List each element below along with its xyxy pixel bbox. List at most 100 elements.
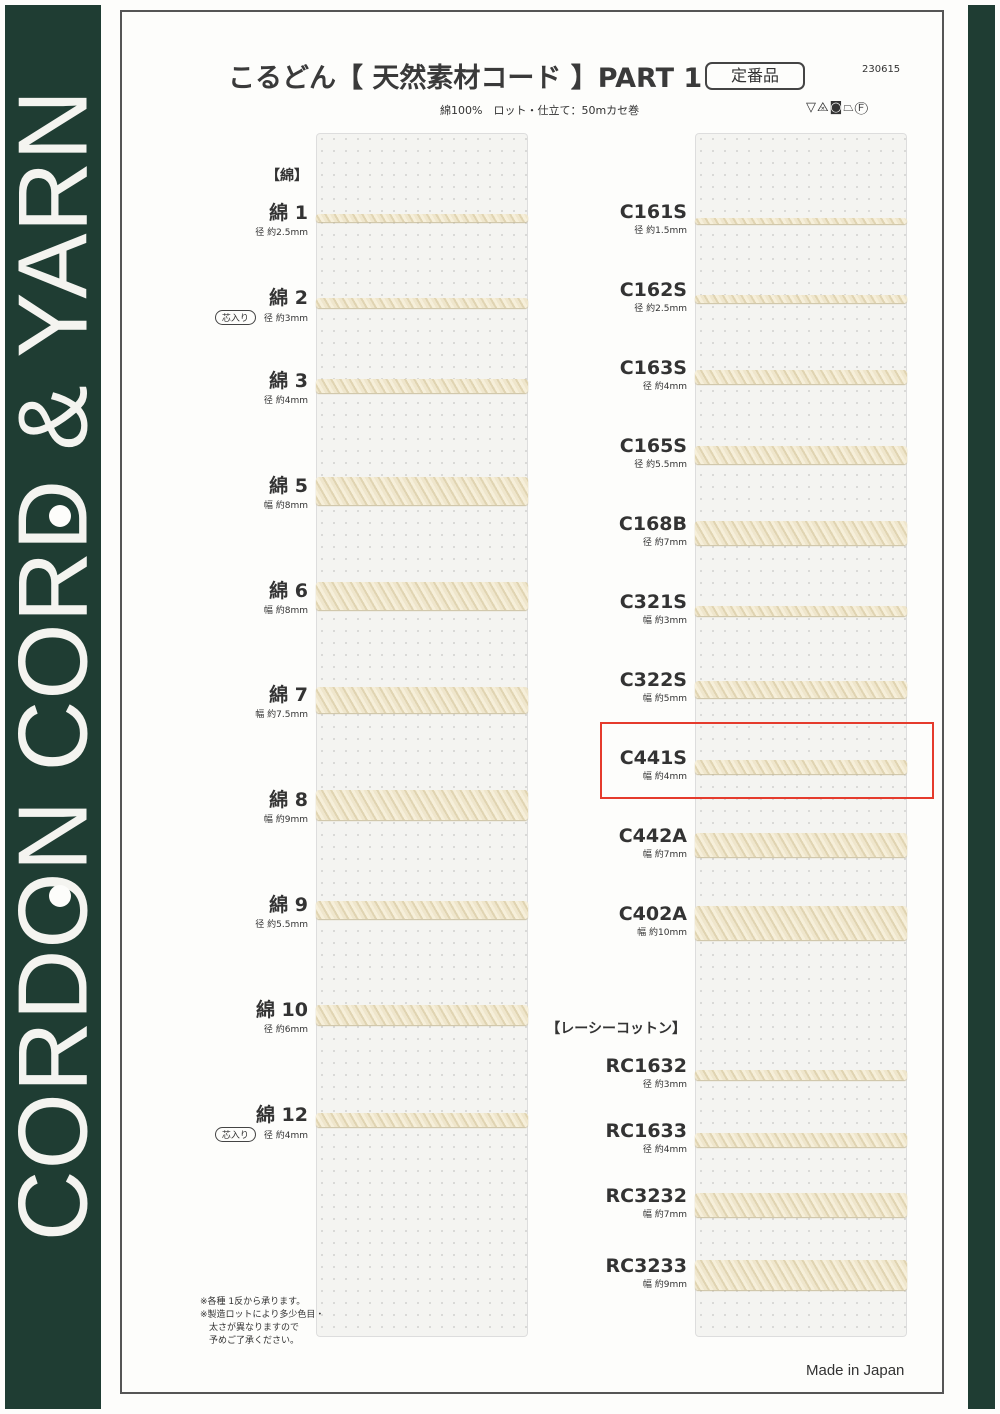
product-name: 綿 7 <box>269 684 308 706</box>
standard-badge: 定番品 <box>705 62 805 90</box>
cord-sample <box>695 521 907 545</box>
product-label: 綿 12 芯入り径 約4mm <box>158 1100 308 1142</box>
product-spec: 幅 約10mm <box>537 925 687 938</box>
catalog-code: 230615 <box>862 64 901 75</box>
product-label: RC3232 幅 約7mm <box>537 1185 687 1220</box>
product-spec: 幅 約8mm <box>158 498 308 511</box>
product-name: 綿 9 <box>269 894 308 916</box>
product-name: C442A <box>618 825 687 847</box>
spec-text: 径 約4mm <box>263 396 308 406</box>
section-heading-lacy-cotton: 【レーシーコットン】 <box>546 1021 686 1037</box>
cord-sample <box>695 1193 907 1217</box>
spec-text: 幅 約4mm <box>642 772 687 782</box>
spec-text: 幅 約9mm <box>263 815 308 825</box>
product-label: C168B 径 約7mm <box>537 513 687 548</box>
product-name: C168B <box>618 513 687 535</box>
product-spec: 径 約2.5mm <box>537 301 687 314</box>
product-label: C163S 径 約4mm <box>537 357 687 392</box>
product-spec: 径 約2.5mm <box>158 225 308 238</box>
spec-text: 幅 約7mm <box>642 850 687 860</box>
product-name: 綿 10 <box>255 999 308 1021</box>
spec-text: 幅 約7mm <box>642 1210 687 1220</box>
product-label: C321S 幅 約3mm <box>537 591 687 626</box>
spec-text: 幅 約7.5mm <box>255 710 308 720</box>
product-label: C165S 径 約5.5mm <box>537 435 687 470</box>
spec-text: 径 約3mm <box>642 1080 687 1090</box>
cord-sample <box>695 294 907 304</box>
cord-sample <box>695 1133 907 1147</box>
product-name: C165S <box>619 435 687 457</box>
product-name: 綿 8 <box>269 789 308 811</box>
spec-text: 径 約5.5mm <box>634 460 687 470</box>
spec-text: 径 約7mm <box>642 538 687 548</box>
spec-text: 径 約1.5mm <box>634 226 687 236</box>
note-line: ※各種 1反から承ります。 <box>200 1297 306 1307</box>
product-label: 綿 10 径 約6mm <box>158 995 308 1035</box>
cord-sample <box>316 297 528 309</box>
made-in-label: Made in Japan <box>806 1362 905 1379</box>
cord-sample <box>316 379 528 393</box>
spec-text: 径 約4mm <box>263 1131 308 1141</box>
spec-text: 径 約5.5mm <box>255 920 308 930</box>
cord-sample <box>695 605 907 617</box>
spec-text: 幅 約3mm <box>642 616 687 626</box>
product-label: RC1632 径 約3mm <box>537 1055 687 1090</box>
side-band-text: CORDON CORD & YARN <box>0 88 108 1242</box>
product-spec: 幅 約9mm <box>158 812 308 825</box>
product-spec: 径 約6mm <box>158 1022 308 1035</box>
core-badge: 芯入り <box>214 1127 256 1142</box>
product-label: RC1633 径 約4mm <box>537 1120 687 1155</box>
left-sample-panel <box>316 133 528 1337</box>
cord-sample <box>316 1004 528 1026</box>
cord-sample <box>316 687 528 713</box>
highlight-box <box>600 722 934 799</box>
cord-sample <box>695 370 907 384</box>
product-label: 綿 5 幅 約8mm <box>158 471 308 511</box>
spec-text: 径 約3mm <box>263 314 308 324</box>
product-label: 綿 2 芯入り径 約3mm <box>158 283 308 325</box>
cord-sample <box>695 1259 907 1291</box>
product-name: RC1633 <box>605 1120 687 1142</box>
cord-sample <box>695 680 907 698</box>
note-line: 太さが異なりますので <box>200 1323 300 1333</box>
spec-text: 幅 約5mm <box>642 694 687 704</box>
product-spec: 径 約4mm <box>537 379 687 392</box>
product-name: 綿 6 <box>269 580 308 602</box>
product-spec: 径 約1.5mm <box>537 223 687 236</box>
product-name: 綿 12 <box>255 1104 308 1126</box>
product-spec: 幅 約9mm <box>537 1277 687 1290</box>
product-spec: 径 約7mm <box>537 535 687 548</box>
product-label: C442A 幅 約7mm <box>537 825 687 860</box>
cord-sample <box>316 582 528 610</box>
product-name: RC1632 <box>605 1055 687 1077</box>
product-name: 綿 1 <box>269 202 308 224</box>
spec-text: 径 約2.5mm <box>255 228 308 238</box>
spec-text: 幅 約9mm <box>642 1280 687 1290</box>
cord-sample <box>316 213 528 223</box>
product-spec: 径 約3mm <box>537 1077 687 1090</box>
cord-sample <box>316 789 528 821</box>
product-name: RC3233 <box>605 1255 687 1277</box>
cord-sample <box>695 445 907 465</box>
product-label: C402A 幅 約10mm <box>537 903 687 938</box>
product-label: C441S 幅 約4mm <box>537 747 687 782</box>
product-name: 綿 5 <box>269 475 308 497</box>
subtitle: 綿100% ロット・仕立て：50mカセ巻 <box>440 104 640 117</box>
cord-sample <box>316 477 528 505</box>
product-spec: 幅 約7mm <box>537 847 687 860</box>
cord-sample <box>695 218 907 224</box>
product-label: C162S 径 約2.5mm <box>537 279 687 314</box>
side-band: CORDON CORD & YARN <box>0 5 108 1409</box>
product-label: 綿 6 幅 約8mm <box>158 576 308 616</box>
product-name: C322S <box>619 669 687 691</box>
care-icons: ▽⨻◙⏢Ⓕ <box>806 100 869 115</box>
product-spec: 径 約5.5mm <box>158 917 308 930</box>
product-label: 綿 3 径 約4mm <box>158 366 308 406</box>
product-name: 綿 3 <box>269 370 308 392</box>
product-label: RC3233 幅 約9mm <box>537 1255 687 1290</box>
right-band <box>968 5 995 1409</box>
product-spec: 芯入り径 約3mm <box>158 310 308 325</box>
cord-sample <box>316 1113 528 1127</box>
spec-text: 径 約2.5mm <box>634 304 687 314</box>
